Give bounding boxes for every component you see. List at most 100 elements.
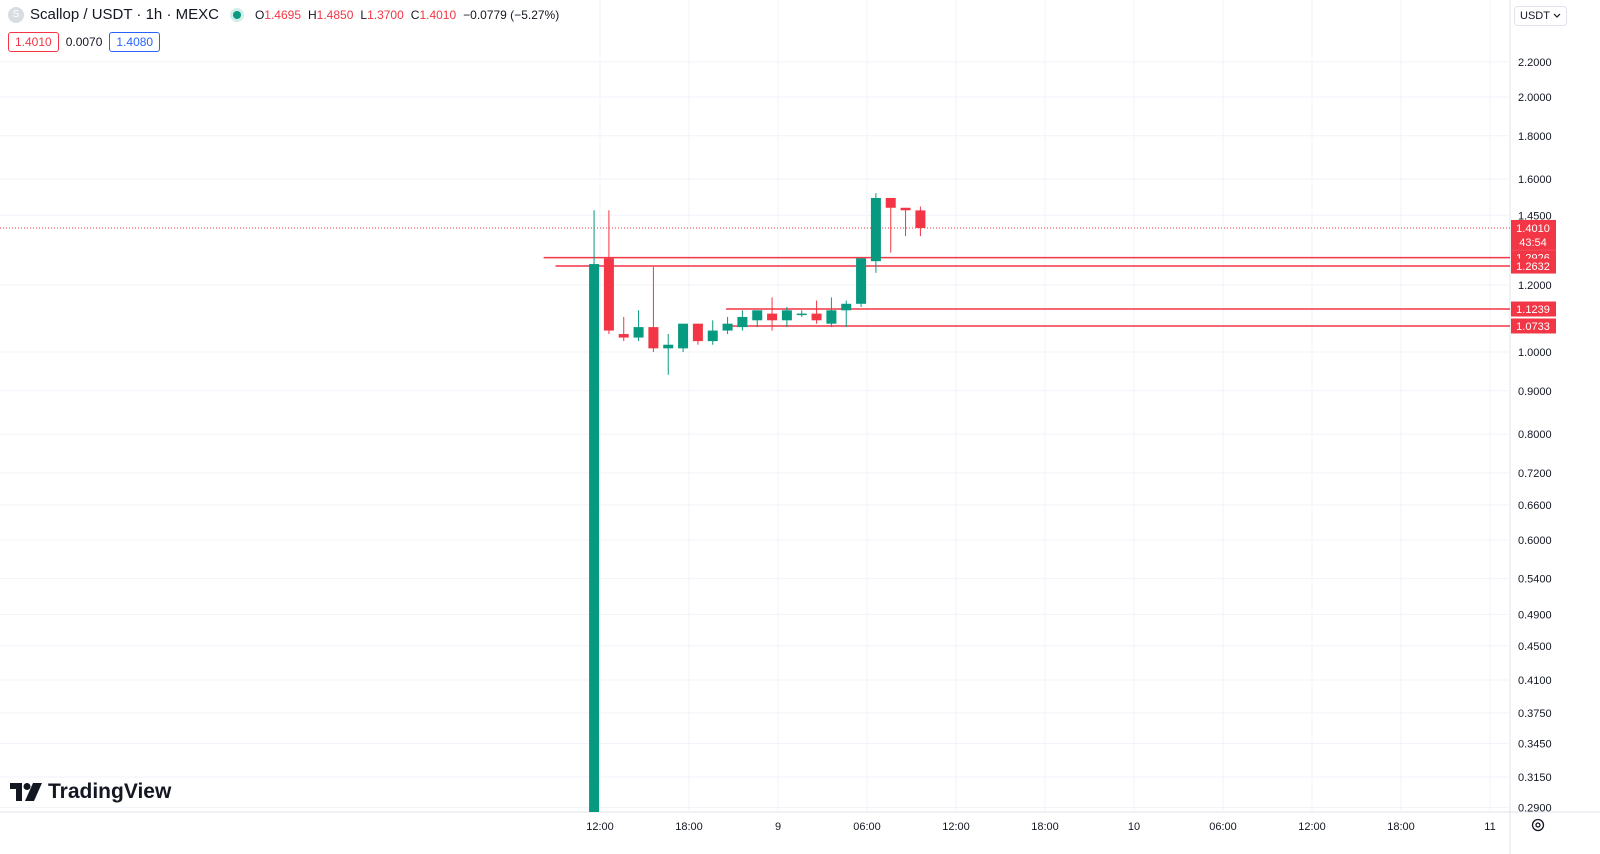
candle — [618, 316, 629, 342]
x-tick-label: 06:00 — [853, 821, 881, 833]
gear-icon[interactable] — [1530, 817, 1546, 833]
y-tick-label: 2.2000 — [1518, 57, 1552, 69]
y-tick-label: 0.7200 — [1518, 468, 1552, 480]
candle-body — [589, 264, 600, 812]
ohlc-open: O1.4695 — [254, 7, 301, 22]
candle-body — [767, 313, 778, 321]
candle — [796, 310, 807, 317]
candle — [633, 310, 644, 342]
candle-body — [915, 210, 926, 228]
candle-body — [678, 323, 689, 349]
candle-body — [870, 197, 881, 262]
ohlc-change: −0.0779 (−5.27%) — [463, 7, 560, 22]
current-price-tag — [1511, 219, 1556, 250]
x-tick-label: 18:00 — [675, 821, 703, 833]
y-tick-label: 1.8000 — [1518, 131, 1552, 143]
candle — [781, 307, 792, 328]
candle-body — [781, 310, 792, 321]
y-tick-label: 0.8000 — [1518, 429, 1552, 441]
candle-body — [707, 330, 718, 342]
y-tick-label: 0.5400 — [1518, 574, 1552, 586]
symbol-title[interactable]: Scallop / USDT · 1h · MEXC — [30, 6, 219, 23]
y-tick-label: 1.4500 — [1518, 210, 1552, 222]
candle — [841, 300, 852, 328]
chevron-down-icon — [1553, 13, 1561, 18]
y-tick-label: 0.4100 — [1518, 675, 1552, 687]
candle — [811, 300, 822, 324]
candle — [707, 320, 718, 345]
market-status-dot — [232, 10, 241, 19]
candle — [603, 210, 614, 335]
tradingview-logo[interactable]: TradingView — [10, 780, 171, 804]
level-price-label: 1.0733 — [1516, 321, 1550, 333]
candle — [885, 197, 896, 253]
level-price-label: 1.2632 — [1516, 261, 1550, 273]
candle — [752, 310, 763, 328]
y-tick-label: 0.3150 — [1518, 772, 1552, 784]
y-tick-label: 0.3450 — [1518, 739, 1552, 751]
y-tick-label: 1.2000 — [1518, 280, 1552, 292]
level-price-tag — [1511, 258, 1556, 274]
x-tick-label: 10 — [1128, 821, 1140, 833]
candle — [737, 310, 748, 331]
buy-price-button[interactable]: 1.4080 — [109, 32, 161, 52]
y-tick-label: 0.6000 — [1518, 535, 1552, 547]
price-axis: 2.2000 2.0000 1.8000 1.6000 1.4500 1.2000 1.00… — [1511, 57, 1556, 814]
x-tick-label: 18:00 — [1387, 821, 1415, 833]
level-price-tag — [1511, 318, 1556, 334]
candle-body — [618, 334, 629, 338]
ohlc-high: H1.4850 — [308, 7, 354, 22]
candle-body — [796, 313, 807, 316]
x-tick-label: 12:00 — [942, 821, 970, 833]
time-axis: 12:00 18:00 9 06:00 12:00 18:00 10 06:00 12:00 18… — [586, 821, 1495, 833]
candle-body — [648, 327, 659, 349]
candle-body — [752, 310, 763, 321]
x-tick-label: 18:00 — [1031, 821, 1059, 833]
x-tick-label: 9 — [775, 821, 781, 833]
candle — [870, 193, 881, 273]
y-tick-label: 1.0000 — [1518, 347, 1552, 359]
candle — [589, 210, 600, 812]
candle — [826, 297, 837, 328]
current-price-label: 1.4010 — [1516, 223, 1550, 235]
candle-body — [885, 197, 896, 208]
candle-body — [841, 303, 852, 311]
candle-body — [633, 327, 644, 338]
candle-body — [692, 323, 703, 342]
sell-price-button[interactable]: 1.4010 — [8, 32, 59, 52]
y-tick-label: 0.4900 — [1518, 609, 1552, 621]
candle — [678, 323, 689, 352]
candle — [915, 206, 926, 237]
quote-box: 1.4010 0.0070 1.4080 — [8, 32, 161, 52]
candle — [648, 266, 659, 352]
x-tick-label: 12:00 — [1298, 821, 1326, 833]
ohlc-low: L1.3700 — [360, 7, 404, 22]
candle — [856, 258, 867, 308]
candle-body — [811, 313, 822, 321]
currency-selector[interactable]: USDT — [1514, 6, 1567, 26]
candles — [589, 193, 926, 812]
x-tick-label: 06:00 — [1209, 821, 1237, 833]
coin-icon: S — [8, 6, 24, 23]
level-price-label: 1.1239 — [1516, 304, 1550, 316]
logo-text: TradingView — [48, 780, 172, 803]
y-tick-label: 1.6000 — [1518, 174, 1552, 186]
level-price-tag — [1511, 301, 1556, 317]
candle — [900, 207, 911, 237]
y-tick-label: 2.0000 — [1518, 92, 1552, 104]
y-tick-label: 0.2900 — [1518, 802, 1552, 814]
candle-body — [826, 310, 837, 324]
candle — [663, 334, 674, 375]
symbol-header: S Scallop / USDT · 1h · MEXC O1.4695 H1.… — [8, 6, 566, 23]
candle-body — [603, 258, 614, 331]
candle-body — [900, 207, 911, 211]
candle-body — [856, 258, 867, 304]
candle — [767, 297, 778, 331]
spread-value: 0.0070 — [65, 35, 103, 49]
ohlc-close: C1.4010 — [410, 7, 457, 22]
candle — [692, 323, 703, 345]
bar-countdown-label: 43:54 — [1519, 237, 1547, 249]
x-tick-label: 11 — [1484, 821, 1495, 833]
